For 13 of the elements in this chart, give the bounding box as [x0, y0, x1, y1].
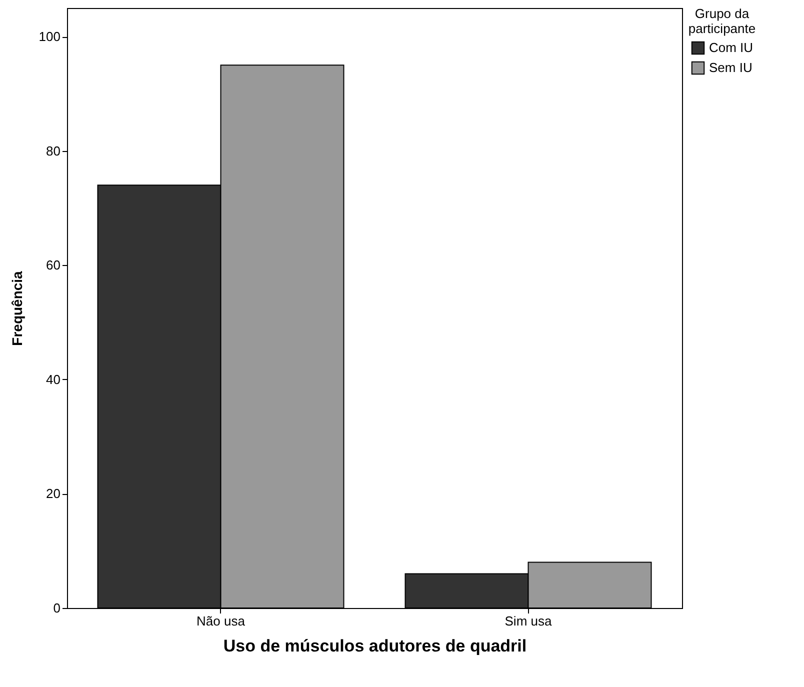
- y-tick-label: 40: [46, 372, 60, 387]
- y-tick-label: 0: [53, 600, 60, 616]
- legend-label: Sem IU: [709, 60, 752, 75]
- y-tick-label: 100: [38, 29, 60, 44]
- y-tick-label: 80: [46, 143, 60, 158]
- x-tick-label: Não usa: [196, 614, 246, 628]
- x-tick-label: Sim usa: [504, 614, 552, 628]
- y-tick-label: 20: [46, 486, 60, 502]
- legend-label: Com IU: [709, 40, 754, 55]
- x-axis-title: Uso de músculos adutores de quadril: [223, 636, 527, 656]
- y-tick-label: 60: [46, 258, 60, 273]
- y-axis-title: Frequência: [8, 270, 25, 346]
- legend-title: Grupo da participante: [688, 6, 756, 36]
